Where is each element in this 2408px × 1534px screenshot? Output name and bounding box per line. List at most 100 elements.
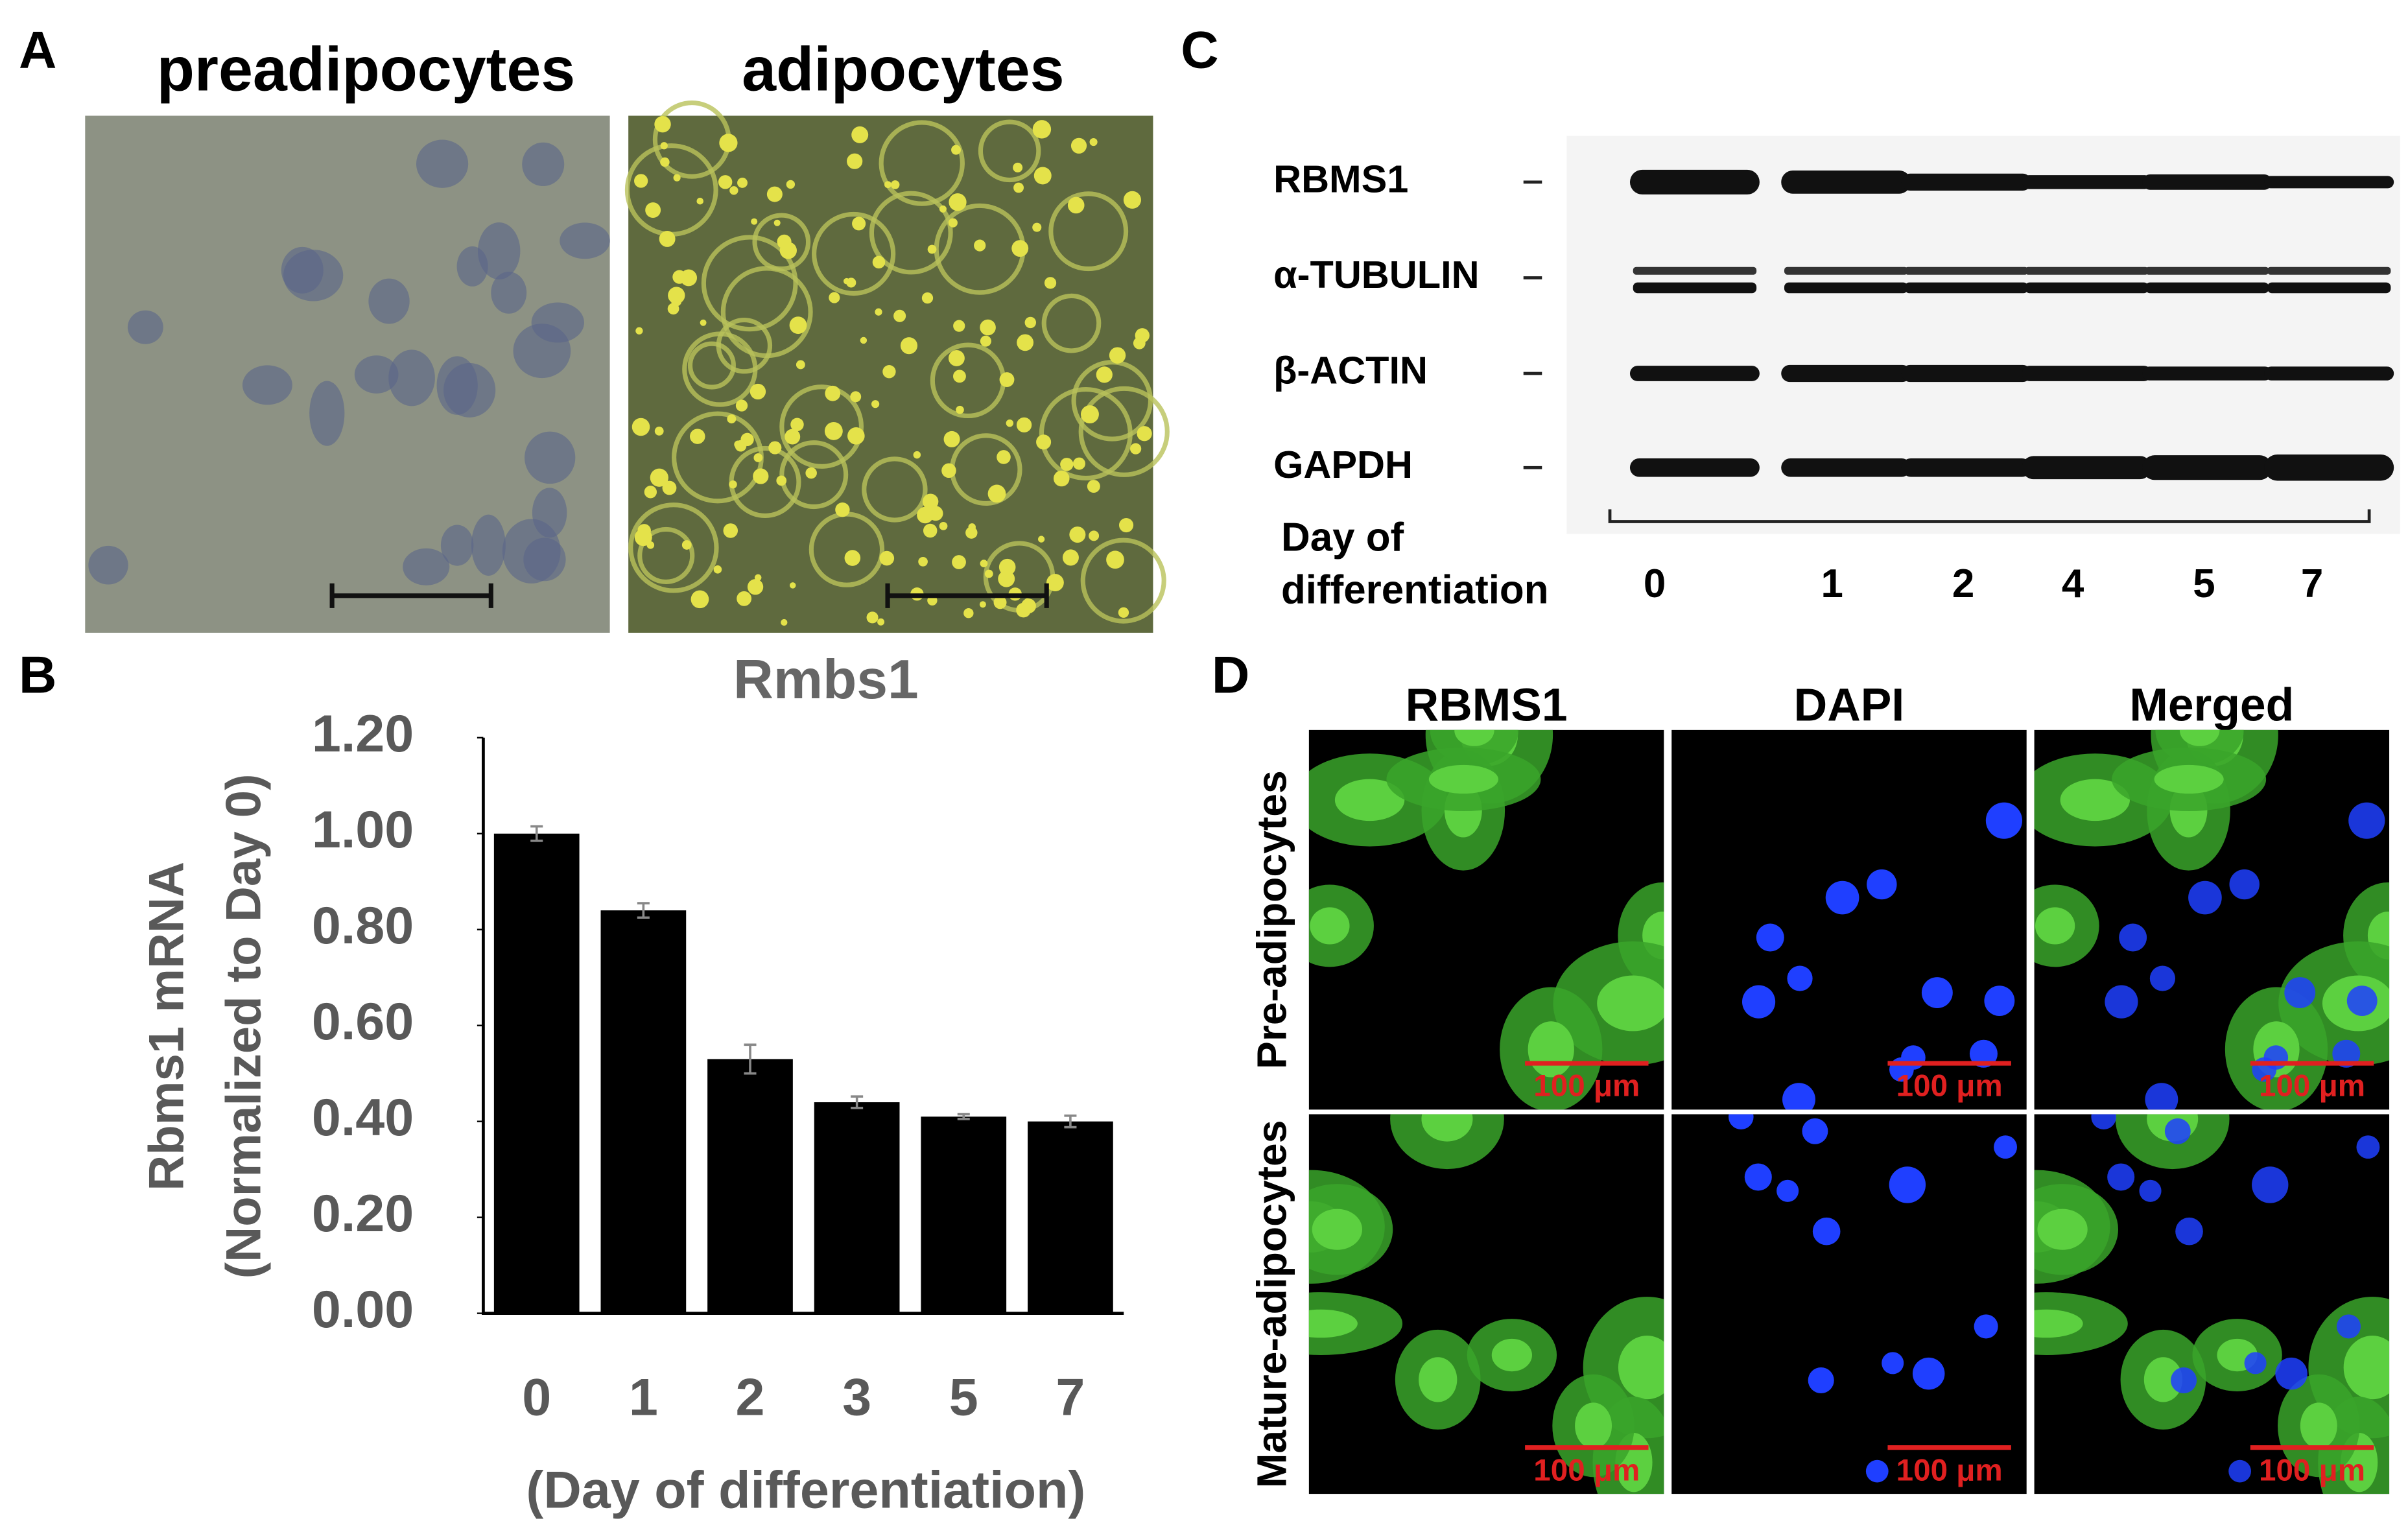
lipid-droplet bbox=[751, 218, 758, 225]
lipid-droplet bbox=[860, 336, 868, 344]
lipid-droplet bbox=[993, 596, 1007, 609]
lipid-droplet bbox=[691, 590, 709, 609]
lipid-droplet bbox=[1070, 137, 1087, 154]
band bbox=[2142, 455, 2272, 480]
x-tick-label: 0 bbox=[522, 1369, 551, 1427]
cell-core bbox=[1597, 975, 1664, 1032]
x-tick-label: 5 bbox=[949, 1369, 978, 1427]
lipid-droplet bbox=[1036, 434, 1052, 450]
lipid-droplet bbox=[650, 468, 668, 487]
x-tick-label: 2 bbox=[735, 1369, 764, 1427]
nucleus bbox=[1969, 1039, 1998, 1068]
lipid-droplet bbox=[953, 370, 966, 383]
cell-core bbox=[2060, 779, 2131, 821]
lipid-droplet bbox=[1072, 457, 1085, 470]
lipid-droplet bbox=[941, 463, 956, 478]
bar bbox=[600, 910, 687, 1314]
lipid-droplet bbox=[1016, 602, 1031, 618]
cell bbox=[502, 519, 561, 584]
scale-label: 100 μm bbox=[1533, 1069, 1640, 1103]
nucleus bbox=[2284, 977, 2316, 1008]
lipid-droplet bbox=[773, 219, 781, 226]
lipid-droplet bbox=[1067, 196, 1085, 214]
nucleus bbox=[2346, 985, 2378, 1017]
cell-core bbox=[1421, 1114, 1473, 1142]
lipid-droplet bbox=[634, 174, 648, 188]
cell-core bbox=[1491, 1338, 1533, 1372]
cell bbox=[403, 548, 450, 585]
y-tick-label: 0.60 bbox=[312, 993, 414, 1051]
lipid-droplet bbox=[1080, 405, 1099, 424]
lipid-droplet bbox=[923, 523, 938, 538]
y-axis-label: Rbms1 mRNA bbox=[139, 862, 194, 1191]
nucleus bbox=[1802, 1118, 1828, 1144]
cell bbox=[869, 191, 953, 275]
x-axis-label: differentiation bbox=[1281, 567, 1549, 612]
lipid-droplet bbox=[1024, 598, 1032, 606]
lipid-droplet bbox=[939, 522, 948, 530]
lipid-droplet bbox=[882, 365, 896, 379]
cell-core bbox=[2037, 1209, 2088, 1250]
nucleus bbox=[2275, 1357, 2308, 1390]
lane-label: 1 bbox=[1821, 561, 1843, 606]
cell bbox=[416, 139, 469, 188]
cell bbox=[862, 456, 928, 523]
cell bbox=[1071, 360, 1153, 442]
band bbox=[1901, 458, 2031, 477]
x-axis-label: Day of bbox=[1281, 515, 1404, 560]
band bbox=[2267, 266, 2391, 275]
bracket bbox=[1608, 509, 2371, 523]
lipid-droplet bbox=[877, 618, 885, 626]
cell bbox=[522, 142, 565, 187]
lipid-droplet bbox=[1024, 316, 1037, 329]
scale-bar bbox=[329, 583, 1049, 608]
lipid-droplet bbox=[875, 308, 882, 316]
lipid-droplet bbox=[1089, 530, 1100, 541]
lipid-droplet bbox=[851, 126, 869, 143]
band bbox=[1784, 266, 1908, 275]
band bbox=[1633, 266, 1757, 275]
nucleus bbox=[2105, 985, 2138, 1019]
cell bbox=[477, 222, 521, 280]
lipid-droplet bbox=[662, 480, 677, 495]
nucleus bbox=[1787, 965, 1813, 991]
band bbox=[2025, 282, 2149, 294]
cell-core bbox=[2300, 1402, 2337, 1449]
protein-label: GAPDH bbox=[1273, 443, 1413, 486]
nucleus bbox=[2336, 1314, 2361, 1339]
lipid-droplet bbox=[1062, 549, 1079, 566]
lipid-droplet bbox=[660, 157, 670, 167]
cell bbox=[471, 514, 506, 576]
lipid-droplet bbox=[1032, 120, 1052, 139]
lipid-droplet bbox=[729, 480, 737, 489]
nucleus bbox=[1921, 977, 1953, 1008]
lipid-droplet bbox=[781, 244, 795, 258]
error-bar bbox=[1064, 1115, 1077, 1129]
cell bbox=[368, 278, 410, 324]
lipid-droplet bbox=[987, 484, 1006, 503]
band bbox=[2142, 174, 2272, 190]
bar bbox=[1028, 1121, 1113, 1314]
cell bbox=[628, 502, 719, 593]
bar bbox=[921, 1116, 1007, 1314]
cell bbox=[354, 355, 399, 394]
lipid-droplet bbox=[852, 217, 866, 231]
lipid-droplet bbox=[700, 319, 707, 326]
blot-bands: RBMS1 α-TUBULIN β-ACTIN GAPDH 0 1 2 4 5 7 bbox=[1273, 158, 2394, 606]
nucleus bbox=[2164, 1118, 2191, 1144]
x-tick-label: 1 bbox=[629, 1369, 658, 1427]
lipid-droplet bbox=[1133, 336, 1146, 349]
lipid-droplet bbox=[1109, 347, 1126, 364]
bar-chart: 0.00 0.20 0.40 0.60 0.80 1.00 1.20 0 1 2 3 5 7 bbox=[312, 705, 1113, 1427]
row-label: Pre-adipocytes bbox=[1248, 770, 1295, 1069]
lipid-droplet bbox=[913, 451, 921, 459]
band bbox=[2145, 282, 2269, 294]
nucleus bbox=[2332, 1039, 2361, 1068]
lipid-droplet bbox=[956, 405, 964, 414]
lipid-droplet bbox=[659, 230, 676, 247]
cell bbox=[752, 213, 811, 272]
lipid-droplet bbox=[786, 180, 796, 189]
band bbox=[1633, 282, 1757, 294]
lipid-droplet bbox=[872, 255, 886, 269]
cell bbox=[491, 272, 527, 314]
